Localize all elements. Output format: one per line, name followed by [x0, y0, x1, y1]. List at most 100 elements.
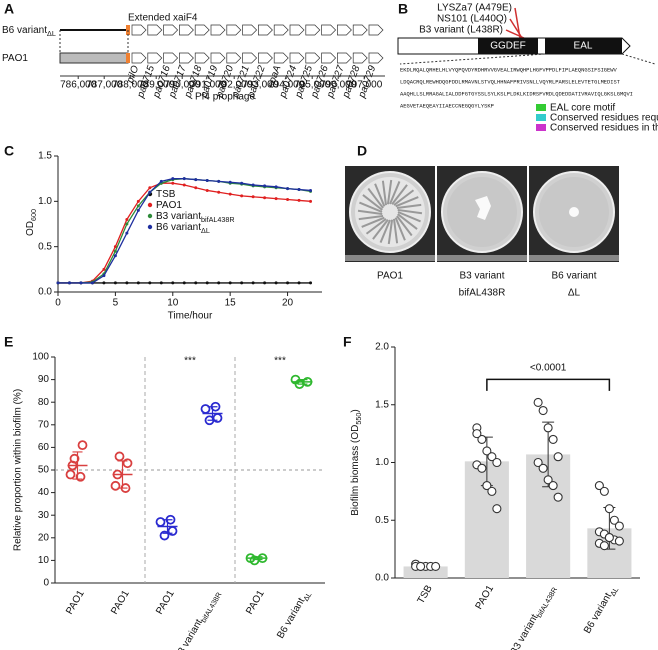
x-tick-label: PAO1	[244, 588, 267, 616]
point	[217, 179, 221, 183]
x-tick-label: PAO1	[64, 588, 87, 616]
gene-arrow	[321, 24, 337, 36]
colony	[475, 196, 491, 220]
gene-arrow	[337, 24, 352, 36]
point	[482, 446, 492, 456]
point	[274, 185, 278, 189]
y-axis-label-sub: 550	[354, 413, 363, 425]
annotation: <0.0001	[530, 362, 567, 373]
x-tick-label-main: PAO1	[64, 588, 87, 616]
point	[533, 457, 543, 468]
x-tick-label: 20	[282, 298, 294, 309]
bracket	[486, 378, 611, 391]
plate-label: B3 variant	[459, 271, 504, 282]
legend-swatch	[536, 104, 546, 111]
row-label-main: B6 variant	[2, 25, 47, 36]
point	[240, 281, 244, 285]
point	[77, 440, 88, 451]
legend-label-main: B6 variant	[156, 222, 201, 233]
swarm-arm	[395, 196, 419, 208]
x-tick-label-main: PAO1	[244, 588, 267, 616]
x-tick-label: 10	[167, 298, 179, 309]
y-tick-label: 10	[38, 555, 50, 566]
point	[543, 423, 553, 433]
domain-label: GGDEF	[490, 41, 526, 52]
panel-letter: A	[4, 1, 14, 17]
plate-label-sub: ΔL	[568, 288, 581, 299]
point	[240, 194, 244, 198]
y-tick-label: 0.5	[375, 515, 389, 526]
point	[102, 274, 106, 278]
x-tick-label-sub: ΔL	[608, 586, 620, 598]
tick-label: 796,000	[320, 80, 357, 91]
x-tick-label-main: B3 variant	[508, 612, 540, 650]
point	[148, 186, 152, 190]
point	[614, 536, 624, 546]
point	[533, 397, 543, 407]
x-tick-label-main: B6 variant	[582, 591, 614, 636]
sequence-line: EKDLRQALQRHELHLVYQPQVDYRDHRVVGVEALIRWQHP…	[400, 67, 618, 73]
gene-arrow	[321, 52, 337, 64]
panel-letter: B	[398, 1, 408, 17]
domain	[545, 38, 622, 54]
point	[205, 188, 209, 192]
point	[548, 434, 558, 444]
point	[472, 429, 482, 439]
x-tick-label: B3 variantbifAL438R	[173, 588, 224, 650]
point	[543, 475, 553, 485]
point	[217, 281, 221, 285]
tick-label: 786,000	[60, 80, 97, 91]
point	[114, 451, 125, 462]
x-tick-label-sub: ΔL	[302, 591, 314, 603]
x-tick-label-sub: bifAL438R	[199, 591, 224, 625]
y-tick-label: 100	[32, 352, 49, 363]
gene-arrow	[289, 52, 305, 64]
point	[182, 281, 186, 285]
plate-ruler	[345, 255, 435, 261]
x-tick-label-sub: bifAL438R	[535, 586, 560, 620]
point	[416, 561, 426, 572]
y-tick-label: 0.0	[375, 573, 389, 584]
point	[67, 281, 71, 285]
error-bar	[72, 451, 83, 480]
point	[102, 267, 106, 271]
legend-label: Conserved residues required for enzymati…	[550, 113, 658, 124]
gene-arrow	[210, 24, 226, 36]
x-tick-label-main: PAO1	[154, 588, 177, 616]
y-tick-label: 90	[38, 374, 50, 385]
y-axis-label-end: )	[350, 409, 361, 412]
legend-label: B6 variantΔL	[156, 222, 210, 236]
point	[297, 188, 301, 192]
zoom-line	[399, 53, 546, 65]
point	[492, 457, 502, 468]
y-tick-label: 80	[38, 397, 50, 408]
legend-label: Conserved residues in the vicinity of th…	[550, 123, 658, 134]
gene-arrow	[210, 52, 226, 64]
swarm-arm	[393, 218, 399, 244]
tick-label: 797,000	[346, 80, 383, 91]
panel-letter: E	[4, 334, 13, 350]
point	[148, 281, 152, 285]
legend-label: TSB	[156, 189, 176, 200]
point	[492, 504, 502, 514]
gene-arrow	[242, 24, 258, 36]
x-tick-label: PAO1	[154, 588, 177, 616]
significance: ***	[274, 356, 286, 367]
plate-ruler	[437, 255, 527, 261]
point	[297, 198, 301, 202]
swarm-arm	[374, 183, 386, 207]
point	[228, 281, 232, 285]
point	[136, 204, 140, 208]
point	[125, 231, 129, 235]
point	[90, 281, 94, 285]
swarm-arm	[391, 184, 408, 205]
significance: ***	[184, 356, 196, 367]
point	[477, 463, 487, 473]
y-tick-label: 0	[43, 578, 49, 589]
point	[228, 180, 232, 184]
y-axis-label: OD600	[25, 209, 39, 236]
point	[609, 515, 619, 525]
point	[194, 178, 198, 182]
point	[125, 281, 129, 285]
